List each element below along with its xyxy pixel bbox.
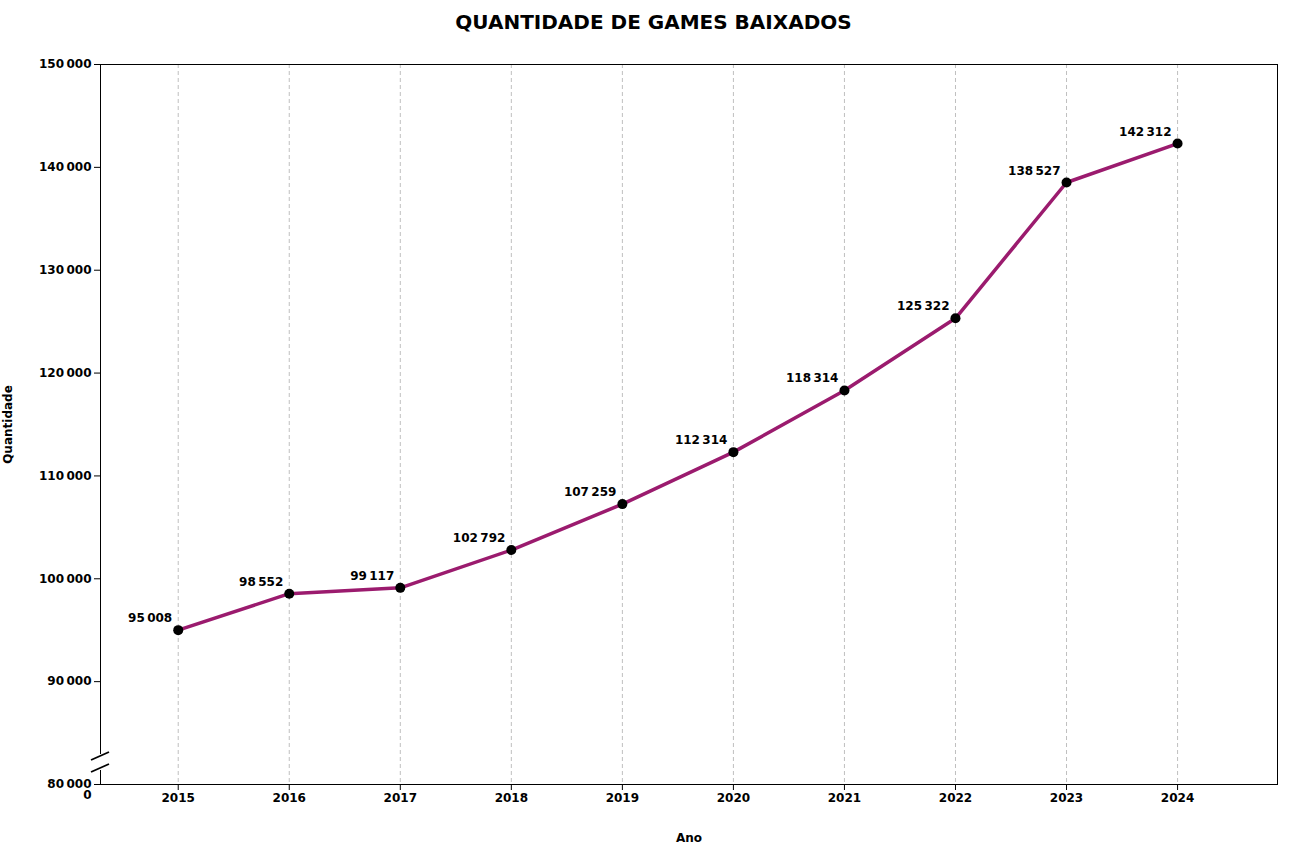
svg-text:2021: 2021 [828, 791, 861, 805]
svg-text:150 000: 150 000 [39, 57, 92, 71]
svg-text:2022: 2022 [939, 791, 972, 805]
svg-text:99 117: 99 117 [350, 569, 394, 583]
svg-text:2017: 2017 [384, 791, 417, 805]
svg-text:110 000: 110 000 [39, 469, 92, 483]
svg-text:2020: 2020 [717, 791, 750, 805]
svg-text:118 314: 118 314 [786, 371, 839, 385]
svg-text:125 322: 125 322 [897, 299, 950, 313]
svg-text:140 000: 140 000 [39, 160, 92, 174]
svg-text:0: 0 [83, 788, 91, 802]
svg-text:100 000: 100 000 [39, 572, 92, 586]
svg-text:95 008: 95 008 [128, 611, 172, 625]
svg-text:2019: 2019 [606, 791, 639, 805]
svg-text:2024: 2024 [1161, 791, 1194, 805]
svg-text:90 000: 90 000 [47, 674, 91, 688]
svg-text:2018: 2018 [495, 791, 528, 805]
svg-text:120 000: 120 000 [39, 366, 92, 380]
svg-text:80 000: 80 000 [47, 777, 92, 792]
svg-text:130 000: 130 000 [39, 263, 92, 277]
svg-text:2015: 2015 [162, 791, 195, 805]
svg-text:Quantidade: Quantidade [1, 385, 15, 464]
svg-text:2023: 2023 [1050, 791, 1083, 805]
svg-text:98 552: 98 552 [239, 575, 283, 589]
svg-text:138 527: 138 527 [1008, 164, 1061, 178]
svg-text:112 314: 112 314 [675, 433, 728, 447]
html-text:QUANTIDADE DE GAMES BAIXADOS: QUANTIDADE DE GAMES BAIXADOS [455, 10, 852, 34]
svg-text:142 312: 142 312 [1119, 125, 1172, 139]
svg-text:107 259: 107 259 [564, 485, 617, 499]
svg-text:2016: 2016 [273, 791, 306, 805]
svg-text:102 792: 102 792 [453, 531, 506, 545]
svg-text:Ano: Ano [676, 831, 702, 845]
